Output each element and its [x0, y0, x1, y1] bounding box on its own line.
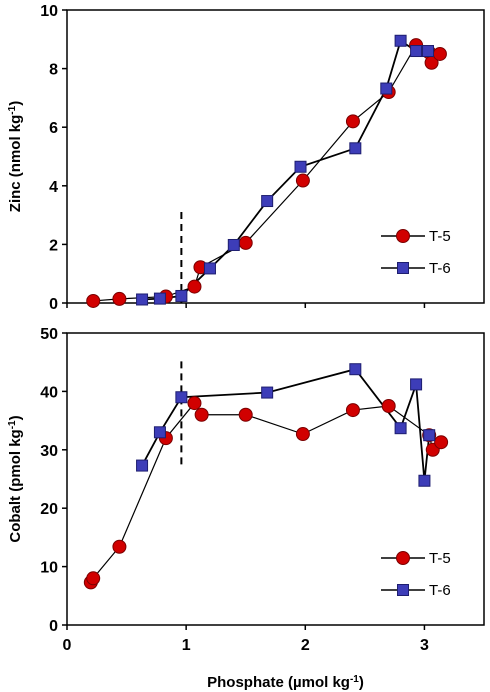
- data-point-t-6: [394, 422, 407, 435]
- legend-label: T-6: [429, 582, 451, 599]
- zinc-panel: 0 2 4 6 8 10 Zinc (nmol kg-1) T-5 T-6: [7, 3, 485, 313]
- series-line-t-5: [90, 402, 442, 583]
- data-point-t-6: [294, 160, 307, 173]
- y-tick-label: 8: [49, 62, 58, 79]
- data-point-t-5: [187, 279, 202, 294]
- legend-marker-t-5: [396, 551, 410, 565]
- y-tick-label: 50: [40, 326, 58, 343]
- cobalt-panel: 0 10 20 30 40 50 0 1 2 3 Cobalt (pmol kg-1) Phospha…: [7, 326, 485, 691]
- data-point-t-5: [86, 571, 101, 586]
- data-point-t-5: [112, 291, 127, 306]
- plot-frame: [66, 9, 485, 304]
- data-point-t-5: [295, 427, 310, 442]
- data-point-t-5: [345, 403, 360, 418]
- data-point-t-5: [295, 173, 310, 188]
- y-tick-label: 10: [40, 560, 58, 577]
- y-tick-label: 0: [49, 618, 58, 635]
- data-point-t-6: [261, 386, 274, 399]
- data-point-t-6: [203, 262, 216, 275]
- data-point-t-5: [238, 407, 253, 422]
- data-point-t-6: [153, 292, 166, 305]
- y-tick-label: 10: [40, 3, 58, 20]
- data-point-t-5: [187, 396, 202, 411]
- data-point-t-6: [175, 391, 188, 404]
- data-point-t-6: [410, 378, 423, 391]
- y-tick-label: 6: [49, 120, 58, 137]
- plot-frame: [66, 332, 485, 626]
- series-line-t-6: [142, 39, 429, 301]
- y-axis-title: Zinc (nmol kg-1): [7, 101, 25, 212]
- data-point-t-6: [136, 459, 149, 472]
- x-tick-label: 2: [301, 637, 310, 654]
- data-point-t-6: [349, 363, 362, 376]
- legend-label: T-5: [429, 228, 451, 245]
- y-tick-label: 40: [40, 384, 58, 401]
- legend-label: T-6: [429, 260, 451, 277]
- legend-marker-t-6: [397, 262, 409, 274]
- data-point-t-6: [380, 82, 393, 95]
- legend-marker-t-6: [397, 584, 409, 596]
- y-tick-label: 4: [49, 179, 58, 196]
- y-tick-label: 0: [49, 296, 58, 313]
- data-point-t-5: [345, 114, 360, 129]
- series-line-t-6: [141, 368, 431, 481]
- data-point-t-5: [238, 235, 253, 250]
- data-point-t-5: [194, 407, 209, 422]
- legend-label: T-5: [429, 550, 451, 567]
- y-axis-title: Cobalt (pmol kg-1): [7, 415, 25, 542]
- data-point-t-5: [381, 399, 396, 413]
- data-point-t-6: [175, 289, 188, 302]
- data-point-t-6: [153, 426, 166, 439]
- data-point-t-6: [394, 34, 407, 47]
- x-axis-title: Phosphate (µmol kg-1): [207, 674, 364, 692]
- data-point-t-5: [86, 293, 101, 308]
- y-tick-label: 30: [40, 443, 58, 460]
- data-point-t-6: [410, 45, 423, 58]
- y-tick-label: 20: [40, 501, 58, 518]
- data-point-t-6: [418, 474, 431, 487]
- data-point-t-5: [434, 435, 449, 450]
- data-point-t-6: [423, 429, 436, 442]
- y-tick-label: 2: [49, 237, 58, 254]
- data-point-t-6: [349, 142, 362, 155]
- x-tick-label: 1: [182, 637, 191, 654]
- data-point-t-6: [227, 238, 240, 251]
- x-tick-label: 3: [420, 637, 429, 654]
- legend-marker-t-5: [396, 229, 410, 243]
- data-point-t-6: [422, 45, 435, 58]
- data-point-t-5: [112, 539, 127, 554]
- x-tick-label: 0: [63, 637, 72, 654]
- data-point-t-6: [136, 293, 149, 306]
- data-point-t-5: [432, 46, 447, 61]
- data-point-t-6: [261, 195, 274, 208]
